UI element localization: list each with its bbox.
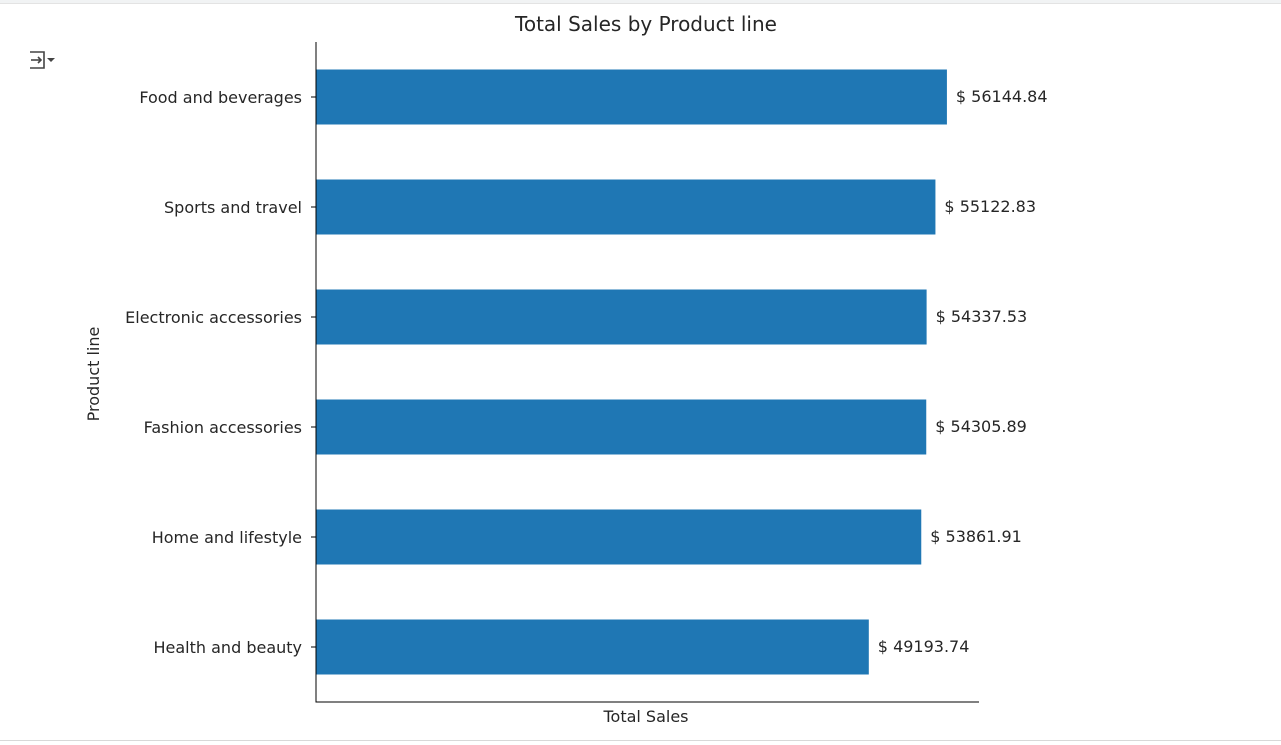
x-axis-label: Total Sales	[602, 707, 688, 726]
category-labels-layer: Food and beverages Sports and travel Elect…	[125, 88, 316, 657]
value-labels-layer: $ 56144.84 $ 55122.83 $ 54337.53 $ 54305.89…	[878, 87, 1048, 656]
bar-value-label: $ 55122.83	[944, 197, 1036, 216]
bar	[316, 69, 947, 125]
bar	[316, 179, 936, 235]
y-tick-label: Health and beauty	[154, 638, 303, 657]
y-tick-label: Sports and travel	[164, 198, 302, 217]
cell-top-border	[0, 0, 1281, 4]
y-tick-label: Fashion accessories	[144, 418, 302, 437]
bar-value-label: $ 54305.89	[935, 417, 1027, 436]
output-collapse-icon	[30, 51, 55, 69]
y-tick-label: Electronic accessories	[125, 308, 302, 327]
bar	[316, 289, 927, 345]
bar	[316, 509, 922, 565]
bar-value-label: $ 56144.84	[956, 87, 1048, 106]
bar-value-label: $ 54337.53	[936, 307, 1028, 326]
y-axis-label: Product line	[84, 327, 103, 422]
bar	[316, 619, 869, 675]
y-tick-label: Food and beverages	[139, 88, 302, 107]
bar-value-label: $ 53861.91	[930, 527, 1022, 546]
bars-layer	[316, 69, 947, 675]
bar-value-label: $ 49193.74	[878, 637, 970, 656]
output-toggle-button[interactable]	[28, 47, 58, 73]
cell-bottom-border	[0, 740, 1281, 741]
bar	[316, 399, 927, 455]
y-tick-label: Home and lifestyle	[152, 528, 302, 547]
chart-title: Total Sales by Product line	[514, 12, 777, 36]
